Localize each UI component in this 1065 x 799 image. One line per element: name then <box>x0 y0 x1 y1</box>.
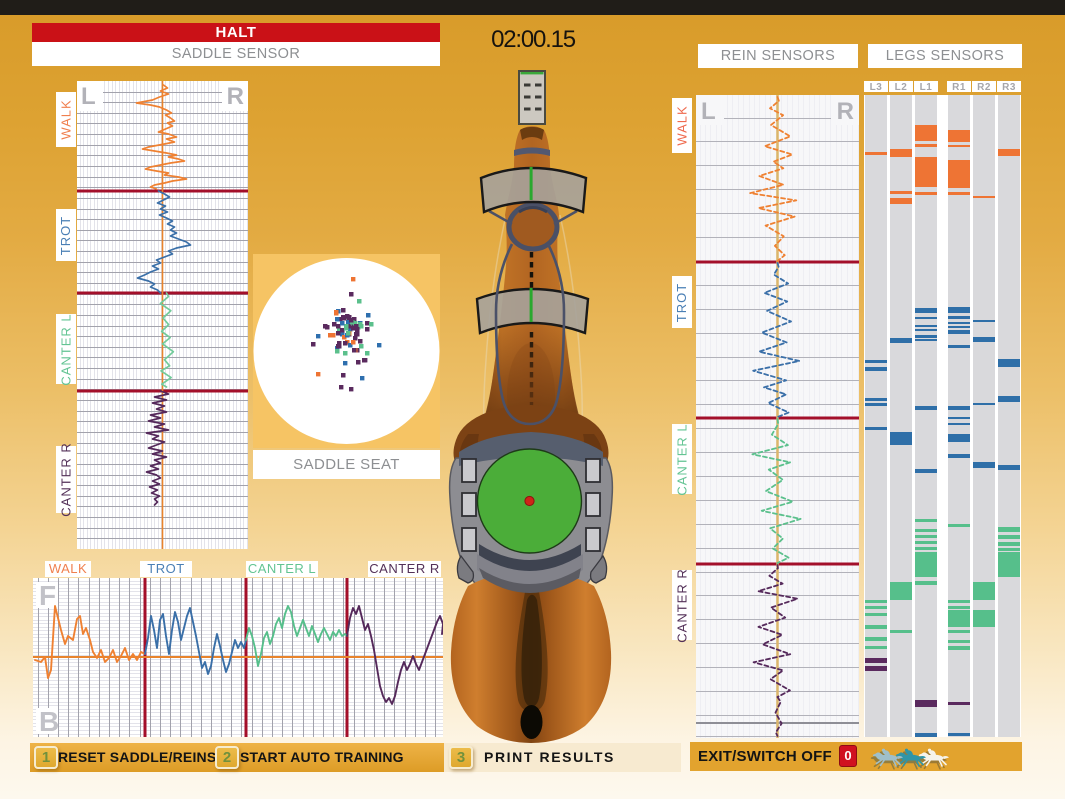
svg-text:R: R <box>837 98 854 125</box>
svg-text:R1: R1 <box>952 82 966 93</box>
svg-text:R3: R3 <box>1002 82 1016 93</box>
svg-text:L: L <box>81 83 96 110</box>
svg-text:R2: R2 <box>977 82 991 93</box>
svg-text:R: R <box>227 83 244 110</box>
svg-text:B: B <box>39 706 59 737</box>
svg-text:L: L <box>701 98 716 125</box>
svg-text:L3: L3 <box>870 82 883 93</box>
svg-text:L2: L2 <box>895 82 908 93</box>
svg-text:F: F <box>39 580 56 611</box>
svg-text:L1: L1 <box>920 82 933 93</box>
